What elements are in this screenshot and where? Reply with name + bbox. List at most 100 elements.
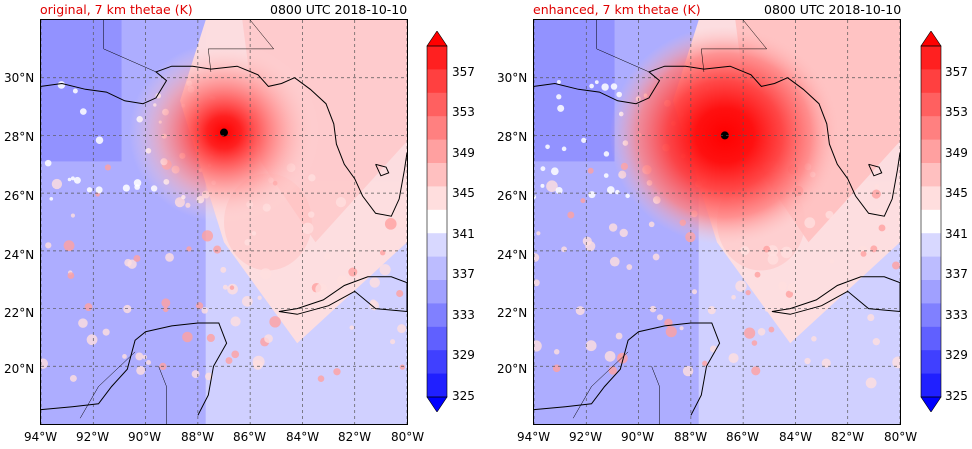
lon-tick-label: 94°W bbox=[24, 430, 58, 444]
convective-cell bbox=[231, 350, 240, 359]
storm-center-marker bbox=[220, 128, 228, 137]
political-border bbox=[651, 366, 660, 424]
cool-speck bbox=[72, 88, 78, 94]
convective-cell bbox=[604, 350, 616, 362]
lat-tick-label: 20°N bbox=[497, 362, 528, 376]
political-border bbox=[572, 351, 629, 419]
cool-speck bbox=[44, 159, 52, 167]
colorbar-band bbox=[427, 209, 447, 234]
convective-cell bbox=[315, 283, 328, 296]
convective-cell bbox=[399, 364, 405, 370]
convective-cell bbox=[191, 370, 200, 379]
graticule bbox=[41, 20, 407, 424]
colorbar-top-arrow bbox=[920, 31, 942, 47]
lon-tick-label: 90°W bbox=[621, 430, 655, 444]
convective-cell bbox=[617, 353, 623, 359]
cool-speck bbox=[556, 80, 561, 84]
cool-speck bbox=[545, 144, 550, 150]
lon-tick-label: 80°W bbox=[884, 430, 918, 444]
convective-cell bbox=[656, 314, 664, 321]
colorbar-outline bbox=[920, 45, 942, 398]
political-border bbox=[208, 20, 275, 72]
convective-cell bbox=[778, 281, 788, 291]
colorbar-label: 337 bbox=[945, 267, 968, 281]
colorbar-label: 345 bbox=[945, 186, 968, 200]
lake-okeechobee bbox=[868, 163, 883, 177]
cool-speck bbox=[601, 83, 609, 91]
convective-cell bbox=[348, 267, 358, 277]
convective-cell bbox=[206, 333, 215, 343]
convective-cell bbox=[652, 253, 660, 261]
convective-cell bbox=[133, 255, 141, 262]
convective-cell bbox=[213, 245, 222, 254]
cool-band-northwest bbox=[41, 20, 122, 162]
convective-cell bbox=[582, 236, 592, 246]
cool-speck bbox=[57, 81, 66, 89]
convective-cell bbox=[142, 354, 147, 360]
cool-speck bbox=[561, 146, 567, 152]
convective-cell bbox=[534, 279, 540, 287]
colorbar-label: 325 bbox=[452, 389, 475, 403]
convective-cell bbox=[257, 295, 262, 300]
lon-tick-label: 94°W bbox=[517, 430, 551, 444]
convective-cell bbox=[165, 252, 174, 262]
convective-cell bbox=[70, 213, 76, 218]
colorbar-label: 349 bbox=[945, 146, 968, 160]
convective-cell bbox=[665, 326, 677, 338]
colorbar-band bbox=[921, 163, 941, 187]
convective-cell bbox=[379, 250, 386, 256]
convective-cell bbox=[648, 221, 655, 228]
coastlines bbox=[41, 20, 407, 424]
convective-cell bbox=[609, 256, 620, 267]
colorbar-band bbox=[921, 256, 941, 281]
colorbar-band bbox=[427, 280, 447, 304]
convective-cell bbox=[619, 228, 628, 238]
lon-tick-label: 86°W bbox=[233, 430, 267, 444]
convective-cell bbox=[745, 289, 751, 296]
convective-cell bbox=[63, 240, 75, 252]
convective-cell bbox=[308, 174, 316, 182]
lat-tick-label: 26°N bbox=[4, 189, 35, 203]
convective-cell bbox=[702, 360, 708, 367]
colorbar-band bbox=[921, 303, 941, 328]
convective-cell bbox=[201, 230, 214, 242]
colorbar-band bbox=[427, 186, 447, 211]
lat-tick-label: 30°N bbox=[4, 71, 35, 85]
colorbar-bottom-arrow bbox=[426, 396, 448, 412]
colorbar-label: 329 bbox=[452, 348, 475, 362]
convective-cell bbox=[751, 340, 758, 346]
cool-speck bbox=[594, 80, 599, 85]
convective-cell bbox=[825, 210, 834, 219]
convective-cell bbox=[317, 375, 325, 382]
colorbar-band bbox=[921, 186, 941, 211]
convective-cell bbox=[336, 275, 349, 287]
colorbar-band bbox=[921, 350, 941, 374]
lat-tick-label: 26°N bbox=[497, 189, 528, 203]
convective-cell bbox=[204, 372, 213, 381]
cool-speck bbox=[73, 176, 81, 184]
convective-cell bbox=[161, 298, 171, 308]
cool-speck bbox=[95, 186, 103, 194]
colorbar-band bbox=[921, 46, 941, 70]
map-original[interactable] bbox=[40, 19, 408, 425]
convective-cell bbox=[871, 189, 881, 199]
convective-cell bbox=[707, 306, 716, 315]
colorbar-top-arrow bbox=[426, 31, 448, 47]
lat-tick-label: 28°N bbox=[497, 130, 528, 144]
map-enhanced[interactable] bbox=[533, 19, 901, 425]
colorbar-label: 341 bbox=[945, 227, 968, 241]
cool-speck bbox=[540, 166, 546, 172]
convective-cell bbox=[870, 245, 878, 253]
cool-speck bbox=[122, 184, 130, 192]
convective-cell bbox=[229, 285, 235, 290]
colorbar-label: 353 bbox=[452, 105, 475, 119]
convective-cell bbox=[804, 217, 816, 229]
convective-cell bbox=[767, 253, 779, 265]
cool-speck bbox=[603, 173, 609, 178]
colorbar-label: 333 bbox=[452, 308, 475, 322]
convective-cell bbox=[744, 327, 756, 339]
convective-cell bbox=[780, 246, 793, 259]
cool-speck bbox=[67, 177, 72, 182]
convective-cell bbox=[104, 164, 112, 171]
cool-band-northwest bbox=[534, 20, 615, 162]
